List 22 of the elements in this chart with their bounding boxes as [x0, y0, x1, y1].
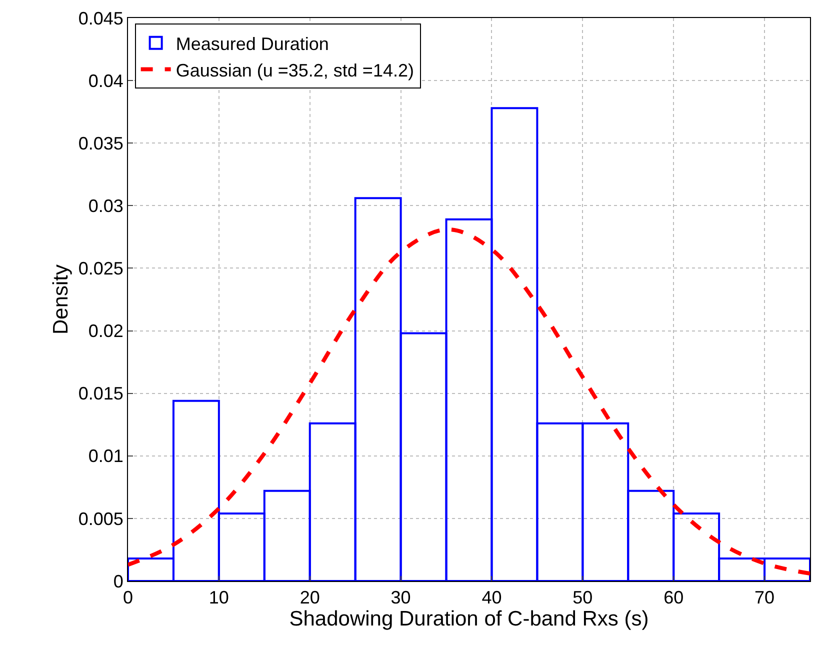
x-tick-label: 40: [482, 588, 502, 608]
x-tick-label: 60: [664, 588, 684, 608]
y-tick-label: 0.02: [88, 321, 124, 342]
y-tick-label: 0.01: [88, 446, 124, 466]
x-tick-label: 30: [390, 588, 411, 608]
y-tick-label: 0.035: [78, 133, 124, 154]
y-axis-title: Density: [50, 264, 73, 335]
x-tick-label: 10: [208, 588, 229, 608]
legend-label: Measured Duration: [176, 34, 329, 54]
x-axis-title: Shadowing Duration of C-band Rxs (s): [289, 608, 649, 631]
y-tick-label: 0.015: [78, 384, 124, 404]
x-tick-label: 20: [300, 588, 320, 608]
y-tick-label: 0.04: [88, 70, 124, 91]
y-tick-label: 0.045: [78, 8, 124, 28]
y-tick-label: 0.005: [78, 508, 124, 529]
legend-label: Gaussian (u =35.2, std =14.2): [176, 60, 414, 80]
y-tick-label: 0: [113, 571, 124, 592]
x-tick-label: 70: [754, 588, 775, 608]
x-tick-label: 50: [572, 588, 593, 608]
y-tick-label: 0.025: [78, 258, 124, 279]
y-tick-label: 0.03: [88, 196, 124, 216]
line-series: [128, 227, 810, 576]
